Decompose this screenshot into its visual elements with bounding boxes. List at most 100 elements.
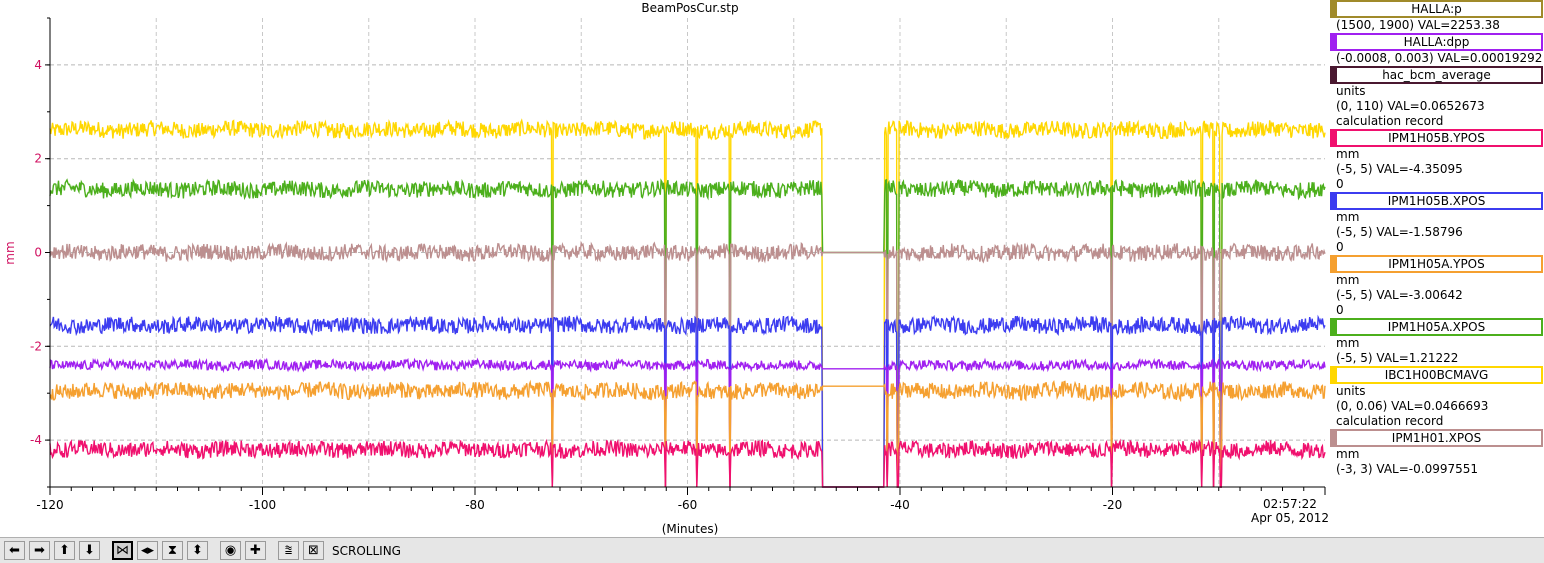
arrow-right-icon[interactable]: ➡ bbox=[29, 541, 50, 560]
autoscale-icon[interactable]: ⩰ bbox=[278, 541, 299, 560]
legend-detail-line: units bbox=[1336, 84, 1366, 98]
strip-chart[interactable]: BeamPosCur.stp 4 2 0 -2 -4 -120 -100 -80 -60 -40 -… bbox=[0, 0, 1330, 537]
legend-color-swatch bbox=[1332, 257, 1337, 271]
legend-detail-line: mm bbox=[1336, 210, 1360, 224]
legend-detail-line: mm bbox=[1336, 147, 1360, 161]
y-tick-label: 4 bbox=[34, 58, 42, 72]
x-tick-label: -20 bbox=[1103, 498, 1123, 512]
legend-item-label[interactable]: HALLA:dpp bbox=[1330, 33, 1543, 51]
legend-color-swatch bbox=[1332, 368, 1337, 382]
legend-label-text: hac_bcm_average bbox=[1382, 68, 1491, 82]
legend-item[interactable]: HALLA:dpp (-0.0008, 0.003) VAL=0.00019292 bbox=[1330, 33, 1544, 66]
zoom-vertical-icon[interactable]: ⧗ bbox=[162, 541, 183, 560]
series-line-IPM1H05A.YPOS bbox=[49, 379, 1326, 488]
record-icon[interactable]: ◉ bbox=[220, 541, 241, 560]
current-time-label: 02:57:22 bbox=[1263, 497, 1317, 511]
legend-detail-line: mm bbox=[1336, 447, 1360, 461]
legend-item[interactable]: IPM1H05A.XPOS mm (-5, 5) VAL=1.21222 bbox=[1330, 318, 1544, 366]
x-axis-label: (Minutes) bbox=[662, 522, 719, 536]
legend-detail-line: (-0.0008, 0.003) VAL=0.00019292 bbox=[1336, 51, 1543, 65]
legend-color-swatch bbox=[1332, 194, 1337, 208]
legend-detail-line: mm bbox=[1336, 336, 1360, 350]
legend-color-swatch bbox=[1332, 35, 1337, 49]
legend-label-text: HALLA:p bbox=[1411, 2, 1462, 16]
legend-item[interactable]: IPM1H01.XPOS mm (-3, 3) VAL=-0.0997551 bbox=[1330, 429, 1544, 477]
arrow-up-icon[interactable]: ⬆ bbox=[54, 541, 75, 560]
y-tick-label: 2 bbox=[34, 152, 42, 166]
legend-item-label[interactable]: IPM1H05B.YPOS bbox=[1330, 129, 1543, 147]
x-tick-label: -80 bbox=[465, 498, 485, 512]
toolbar-separator bbox=[100, 541, 108, 560]
legend-detail-line: (-5, 5) VAL=-3.00642 bbox=[1336, 288, 1463, 302]
legend-item-label[interactable]: IBC1H00BCMAVG bbox=[1330, 366, 1543, 384]
series-line-IBC1H00BCMAVG bbox=[49, 118, 1326, 488]
legend-label-text: IPM1H05B.YPOS bbox=[1388, 131, 1485, 145]
arrow-left-icon[interactable]: ⬅ bbox=[4, 541, 25, 560]
legend-detail-line: 0 bbox=[1336, 177, 1344, 191]
x-tick-label: -120 bbox=[36, 498, 63, 512]
legend-detail-line: (0, 0.06) VAL=0.0466693 bbox=[1336, 399, 1489, 413]
legend-detail-line: (-5, 5) VAL=-4.35095 bbox=[1336, 162, 1463, 176]
legend-label-text: IPM1H05B.XPOS bbox=[1387, 194, 1486, 208]
legend-detail-line: calculation record bbox=[1336, 114, 1444, 128]
x-tick-label: -100 bbox=[249, 498, 276, 512]
legend: HALLA:p (1500, 1900) VAL=2253.38 HALLA:dpp… bbox=[1330, 0, 1544, 500]
series-line-IPM1H01.XPOS bbox=[49, 240, 1326, 488]
fit-icon[interactable]: ⊠ bbox=[303, 541, 324, 560]
legend-item[interactable]: HALLA:p (1500, 1900) VAL=2253.38 bbox=[1330, 0, 1544, 33]
legend-detail-line: (1500, 1900) VAL=2253.38 bbox=[1336, 18, 1500, 32]
legend-item[interactable]: IPM1H05A.YPOS mm (-5, 5) VAL=-3.00642 0 bbox=[1330, 255, 1544, 318]
legend-detail-line: calculation record bbox=[1336, 414, 1444, 428]
series-line-IPM1H05B.XPOS bbox=[49, 314, 1326, 488]
legend-item[interactable]: IPM1H05B.XPOS mm (-5, 5) VAL=-1.58796 0 bbox=[1330, 192, 1544, 255]
series-line-IPM1H05B.YPOS bbox=[49, 438, 1326, 488]
legend-label-text: IPM1H01.XPOS bbox=[1391, 431, 1482, 445]
legend-color-swatch bbox=[1332, 2, 1337, 16]
legend-item-label[interactable]: IPM1H01.XPOS bbox=[1330, 429, 1543, 447]
legend-item-label[interactable]: IPM1H05B.XPOS bbox=[1330, 192, 1543, 210]
expand-vertical-icon[interactable]: ⬍ bbox=[187, 541, 208, 560]
y-tick-label: 0 bbox=[34, 246, 42, 260]
y-tick-label: -2 bbox=[30, 339, 42, 353]
status-label: SCROLLING bbox=[332, 543, 401, 558]
y-tick-label: -4 bbox=[30, 433, 42, 447]
legend-label-text: IPM1H05A.XPOS bbox=[1387, 320, 1486, 334]
chart-title: BeamPosCur.stp bbox=[641, 1, 738, 15]
axes: 4 2 0 -2 -4 -120 -100 -80 -60 -40 -20 bbox=[30, 17, 1326, 512]
legend-detail-line: mm bbox=[1336, 273, 1360, 287]
legend-item-label[interactable]: HALLA:p bbox=[1330, 0, 1543, 18]
zoom-in-both-icon[interactable]: ⋈ bbox=[112, 541, 133, 560]
arrow-down-icon[interactable]: ⬇ bbox=[79, 541, 100, 560]
legend-item[interactable]: IBC1H00BCMAVG units (0, 0.06) VAL=0.046669… bbox=[1330, 366, 1544, 429]
legend-detail-line: 0 bbox=[1336, 240, 1344, 254]
legend-detail-line: units bbox=[1336, 384, 1366, 398]
legend-item-label[interactable]: IPM1H05A.XPOS bbox=[1330, 318, 1543, 336]
legend-detail-line: (-3, 3) VAL=-0.0997551 bbox=[1336, 462, 1479, 476]
y-axis-label: mm bbox=[3, 241, 17, 264]
current-date-label: Apr 05, 2012 bbox=[1251, 511, 1329, 525]
legend-label-text: IBC1H00BCMAVG bbox=[1384, 368, 1489, 382]
series-layer bbox=[49, 118, 1326, 488]
legend-label-text: HALLA:dpp bbox=[1403, 35, 1470, 49]
legend-detail-line: (-5, 5) VAL=1.21222 bbox=[1336, 351, 1459, 365]
legend-label-text: IPM1H05A.YPOS bbox=[1388, 257, 1485, 271]
plus-icon[interactable]: ✚ bbox=[245, 541, 266, 560]
legend-color-swatch bbox=[1332, 131, 1337, 145]
legend-item[interactable]: IPM1H05B.YPOS mm (-5, 5) VAL=-4.35095 0 bbox=[1330, 129, 1544, 192]
legend-detail-line: (-5, 5) VAL=-1.58796 bbox=[1336, 225, 1463, 239]
toolbar-separator bbox=[208, 541, 216, 560]
legend-item-label[interactable]: hac_bcm_average bbox=[1330, 66, 1543, 84]
zoom-horizontal-icon[interactable]: ◂▸ bbox=[137, 541, 158, 560]
legend-detail-line: 0 bbox=[1336, 303, 1344, 317]
legend-item-label[interactable]: IPM1H05A.YPOS bbox=[1330, 255, 1543, 273]
legend-color-swatch bbox=[1332, 68, 1337, 82]
legend-color-swatch bbox=[1332, 320, 1337, 334]
toolbar-separator bbox=[266, 541, 274, 560]
series-line-HALLA:dpp bbox=[49, 357, 1326, 488]
legend-color-swatch bbox=[1332, 431, 1337, 445]
x-tick-label: -40 bbox=[890, 498, 910, 512]
legend-detail-line: (0, 110) VAL=0.0652673 bbox=[1336, 99, 1485, 113]
series-line-IPM1H05A.XPOS bbox=[49, 178, 1326, 488]
toolbar: ⬅ ➡ ⬆ ⬇ ⋈ ◂▸ ⧗ ⬍ ◉ ✚ ⩰ ⊠ SCROLLING bbox=[0, 537, 1544, 563]
